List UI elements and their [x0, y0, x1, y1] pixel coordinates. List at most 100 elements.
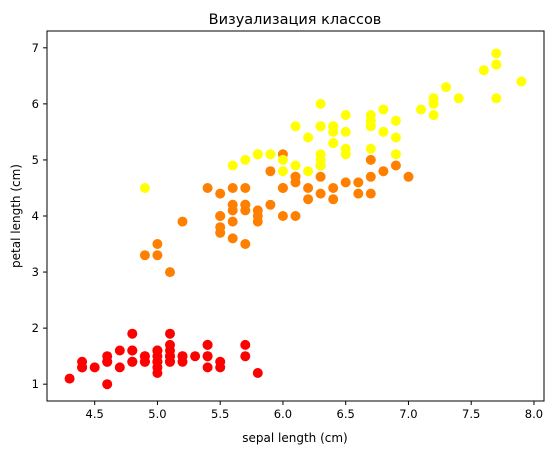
data-point: [491, 93, 502, 104]
data-point: [177, 351, 188, 362]
data-point: [277, 211, 288, 221]
data-point: [202, 362, 213, 373]
data-point: [290, 121, 301, 132]
data-point: [303, 194, 314, 205]
data-point: [277, 166, 288, 177]
data-point: [190, 351, 201, 362]
y-tick-label: 6: [32, 97, 39, 111]
data-point: [215, 227, 226, 238]
data-point: [328, 126, 339, 137]
data-point: [77, 362, 88, 373]
data-point: [139, 250, 150, 261]
data-point: [428, 110, 439, 121]
y-axis-label: petal length (cm): [9, 164, 23, 268]
data-point: [265, 199, 276, 210]
data-point: [303, 166, 314, 177]
data-point: [478, 65, 489, 76]
data-point: [202, 339, 213, 350]
data-point: [378, 104, 389, 115]
chart-title: Визуализация классов: [209, 12, 382, 28]
y-tick-label: 2: [32, 321, 39, 335]
data-point: [240, 339, 251, 350]
data-point: [340, 143, 351, 154]
y-tick-label: 5: [32, 153, 39, 167]
points-layer: [64, 48, 527, 390]
data-point: [390, 132, 401, 143]
y-tick-label: 7: [32, 41, 39, 55]
data-point: [365, 171, 376, 182]
data-point: [240, 239, 251, 249]
data-point: [127, 356, 138, 367]
data-point: [165, 328, 175, 339]
data-point: [315, 121, 326, 132]
data-point: [390, 160, 401, 171]
data-point: [227, 233, 238, 244]
data-point: [315, 188, 326, 199]
data-point: [165, 267, 175, 278]
data-point: [252, 149, 263, 160]
data-point: [252, 368, 263, 378]
data-point: [277, 183, 288, 193]
data-point: [227, 160, 238, 171]
data-point: [177, 216, 188, 227]
data-point: [64, 373, 75, 384]
data-point: [152, 345, 163, 356]
data-point: [290, 211, 301, 221]
data-point: [290, 160, 301, 171]
data-point: [365, 188, 376, 199]
data-point: [152, 239, 163, 249]
x-tick-label: 5.5: [211, 407, 229, 421]
data-point: [114, 345, 125, 356]
data-point: [139, 356, 150, 367]
data-point: [265, 166, 276, 177]
data-point: [353, 188, 364, 199]
data-point: [441, 82, 452, 93]
x-tick-label: 7.5: [462, 407, 480, 421]
data-point: [127, 328, 138, 339]
data-point: [328, 194, 339, 205]
data-point: [416, 104, 426, 115]
data-point: [152, 356, 163, 367]
data-point: [114, 362, 125, 373]
data-point: [365, 115, 376, 126]
data-point: [202, 183, 213, 193]
data-point: [390, 149, 401, 160]
data-point: [516, 76, 527, 87]
data-point: [252, 211, 263, 221]
data-point: [227, 199, 238, 210]
data-point: [378, 166, 389, 177]
data-point: [215, 211, 226, 221]
x-axis: 4.5 5.0 5.5 6.0 6.5 7.0 7.5 8.0: [86, 401, 543, 421]
data-point: [353, 177, 364, 188]
data-point: [265, 149, 276, 160]
y-tick-label: 3: [32, 265, 39, 279]
data-point: [303, 132, 314, 143]
data-point: [127, 345, 138, 356]
data-point: [139, 183, 150, 193]
data-point: [102, 356, 113, 367]
data-point: [453, 93, 464, 104]
data-point: [152, 250, 163, 261]
y-tick-label: 1: [32, 377, 39, 391]
data-point: [491, 59, 502, 70]
data-point: [215, 188, 226, 199]
data-point: [378, 126, 389, 137]
x-tick-label: 4.5: [86, 407, 104, 421]
data-point: [403, 171, 414, 182]
data-point: [340, 110, 351, 121]
data-point: [227, 216, 238, 227]
x-tick-label: 8.0: [525, 407, 543, 421]
data-point: [89, 362, 100, 373]
data-point: [365, 154, 376, 165]
data-point: [290, 177, 301, 188]
data-point: [340, 177, 351, 188]
data-point: [102, 379, 113, 390]
data-point: [240, 205, 251, 216]
data-point: [240, 154, 251, 165]
data-point: [315, 171, 326, 182]
data-point: [328, 138, 339, 149]
data-point: [328, 183, 339, 193]
data-point: [303, 183, 314, 193]
data-point: [240, 351, 251, 362]
